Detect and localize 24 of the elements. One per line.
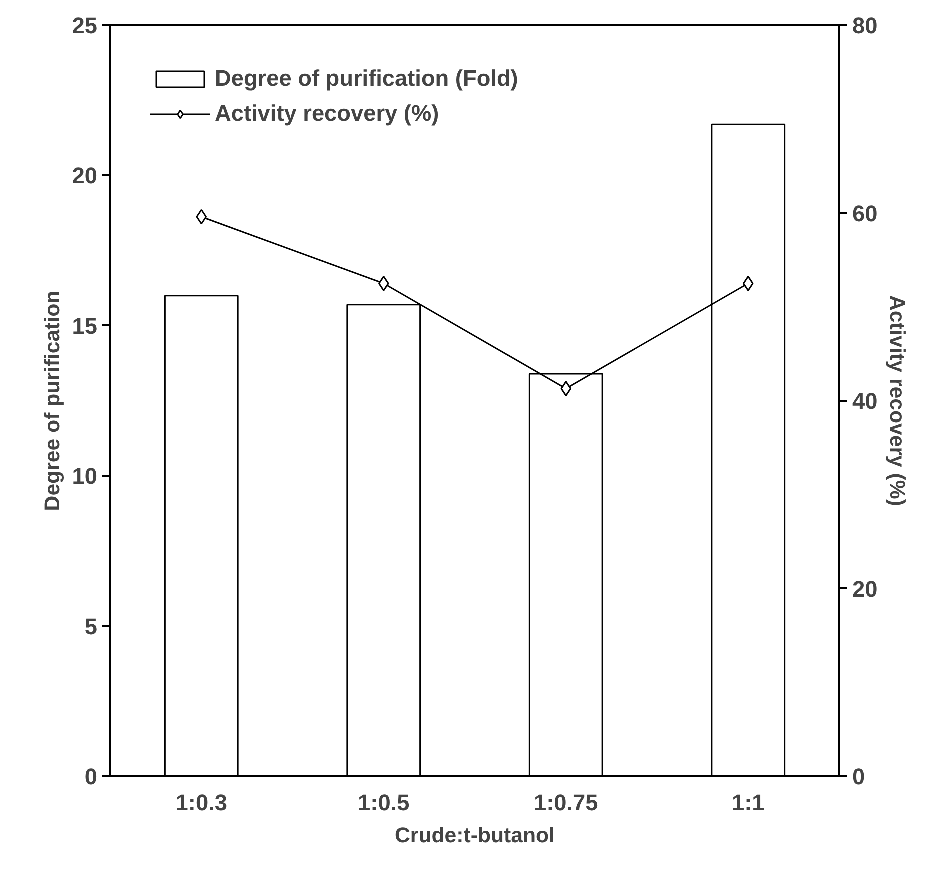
- y2-tick-label: 20: [852, 576, 878, 602]
- legend-label: Degree of purification (Fold): [215, 65, 518, 92]
- point: [378, 276, 390, 292]
- point: [560, 381, 572, 397]
- y2-tick-label: 0: [852, 764, 866, 790]
- y-tick-label: 0: [84, 764, 98, 790]
- x-tick-label: 1:0.3: [176, 790, 228, 816]
- x-axis-title: Crude:t-butanol: [395, 824, 555, 848]
- y2-tick-label: 40: [852, 388, 878, 414]
- y-tick-label: 25: [72, 12, 98, 38]
- y-tick-label: 20: [72, 162, 98, 189]
- y-tick-label: 10: [72, 463, 98, 490]
- y2-tick-label: 80: [852, 12, 878, 38]
- x-tick-label: 1:0.5: [358, 790, 410, 816]
- y-tick-label: 15: [72, 312, 98, 339]
- y2-tick-label: 60: [852, 200, 878, 226]
- y2-axis-title: Activity recovery (%): [886, 296, 910, 507]
- point: [196, 209, 208, 225]
- y-axis-title: Degree of purification: [40, 290, 64, 512]
- x-tick-label: 1:1: [732, 790, 765, 816]
- point: [742, 276, 754, 292]
- legend-label: Activity recovery (%): [215, 100, 440, 127]
- y-tick-label: 5: [84, 613, 98, 640]
- x-tick-label: 1:0.75: [534, 790, 598, 816]
